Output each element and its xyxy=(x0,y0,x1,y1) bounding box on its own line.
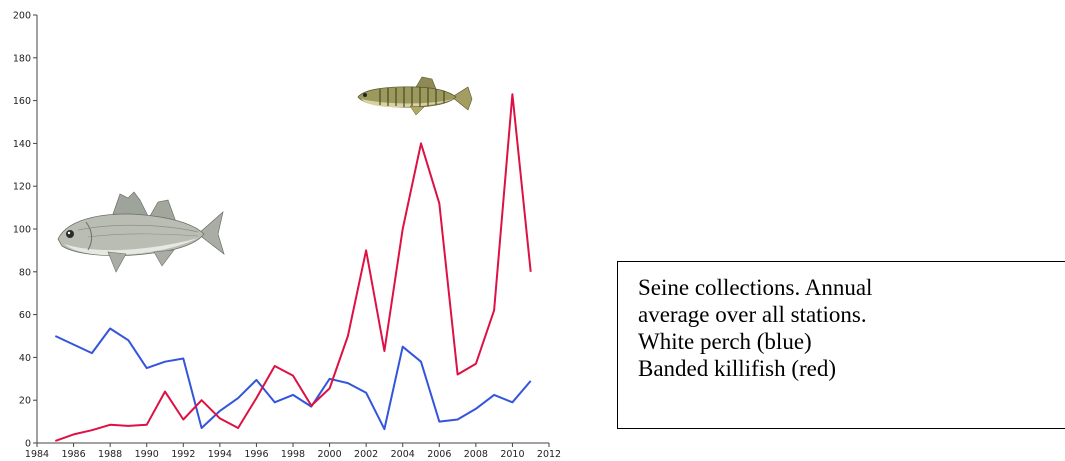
x-tick-label: 2006 xyxy=(427,449,451,460)
x-tick-label: 1998 xyxy=(281,449,305,460)
y-tick-label: 100 xyxy=(13,225,31,236)
x-tick-label: 1992 xyxy=(171,449,195,460)
x-tick-label: 2004 xyxy=(391,449,415,460)
y-tick-label: 180 xyxy=(13,53,31,64)
chart-caption-box: Seine collections. Annual average over a… xyxy=(617,261,1065,429)
x-tick-label: 1990 xyxy=(135,449,159,460)
caption-line-1: Seine collections. Annual xyxy=(638,275,873,300)
y-tick-label: 0 xyxy=(25,439,31,450)
y-tick-label: 40 xyxy=(19,353,31,364)
y-tick-label: 80 xyxy=(19,267,31,278)
x-tick-label: 2010 xyxy=(500,449,524,460)
y-tick-label: 160 xyxy=(13,96,31,107)
caption-line-4: Banded killifish (red) xyxy=(638,356,837,381)
x-tick-label: 2000 xyxy=(317,449,341,460)
chart-axes: 0 20 40 60 80 100 120 140 160 180 200 1984 1986 1988 1… xyxy=(13,11,561,461)
x-tick-label: 1984 xyxy=(25,449,49,460)
x-tick-label: 1994 xyxy=(208,449,232,460)
x-tick-label: 1988 xyxy=(98,449,122,460)
x-tick-label: 2012 xyxy=(537,449,561,460)
x-tick-label: 2008 xyxy=(464,449,488,460)
y-tick-label: 20 xyxy=(19,396,31,407)
y-tick-label: 120 xyxy=(13,182,31,193)
x-tick-label: 1986 xyxy=(61,449,85,460)
caption-line-3: White perch (blue) xyxy=(638,329,812,354)
y-tick-label: 60 xyxy=(19,310,31,321)
y-tick-label: 140 xyxy=(13,139,31,150)
y-tick-label: 200 xyxy=(13,11,31,22)
x-tick-label: 1996 xyxy=(244,449,268,460)
caption-line-2: average over all stations. xyxy=(638,302,867,327)
white-perch-illustration xyxy=(57,191,225,273)
white-perch-line xyxy=(54,327,532,431)
x-tick-label: 2002 xyxy=(354,449,378,460)
banded-killifish-line xyxy=(54,93,532,442)
chart-series xyxy=(54,93,532,442)
banded-killifish-illustration xyxy=(357,76,473,116)
